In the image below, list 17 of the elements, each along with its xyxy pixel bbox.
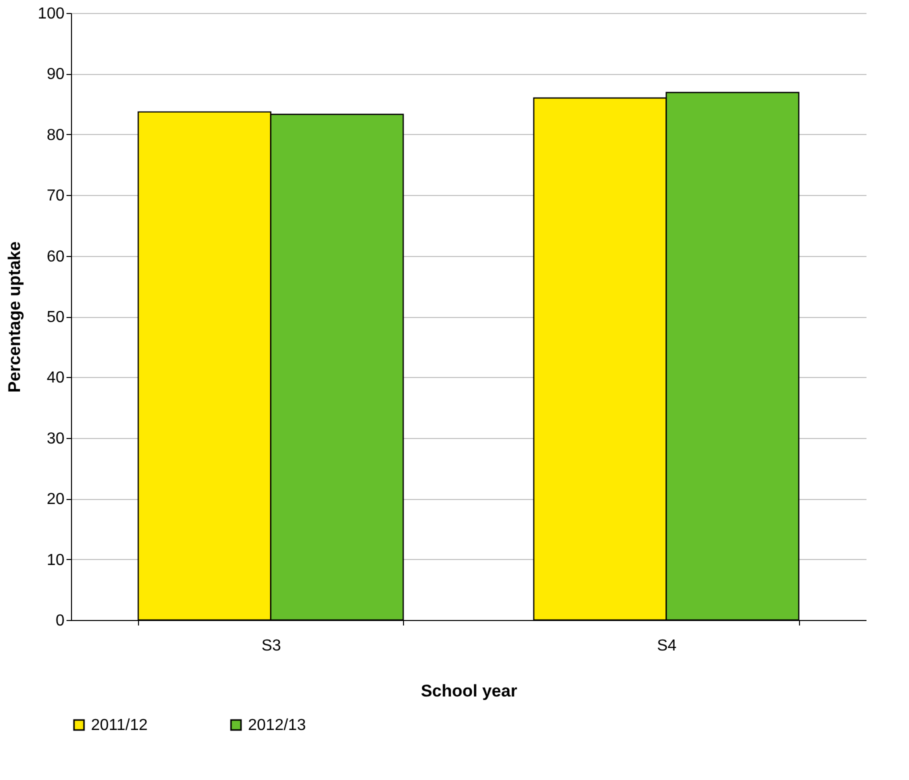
y-tick-label: 40 — [46, 370, 65, 387]
legend-label: 2011/12 — [91, 717, 148, 734]
y-tick-label: 100 — [38, 6, 65, 22]
legend-label: 2012/13 — [248, 717, 306, 734]
y-tick-label: 0 — [56, 612, 65, 630]
y-tick-label: 30 — [46, 430, 65, 448]
y-tick-label: 20 — [46, 491, 65, 508]
y-tick-label: 50 — [46, 309, 65, 326]
y-tick-label: 60 — [46, 248, 65, 266]
y-tick-label: 70 — [46, 188, 65, 205]
y-tick-label: 90 — [46, 66, 65, 84]
y-tick-label: 10 — [46, 552, 65, 569]
x-tick-label: S4 — [656, 638, 677, 654]
x-axis-title: School year — [420, 682, 518, 700]
y-tick-label: 80 — [46, 126, 65, 144]
x-tick-label: S3 — [261, 638, 282, 654]
y-axis-title: Percentage uptake — [4, 241, 24, 393]
